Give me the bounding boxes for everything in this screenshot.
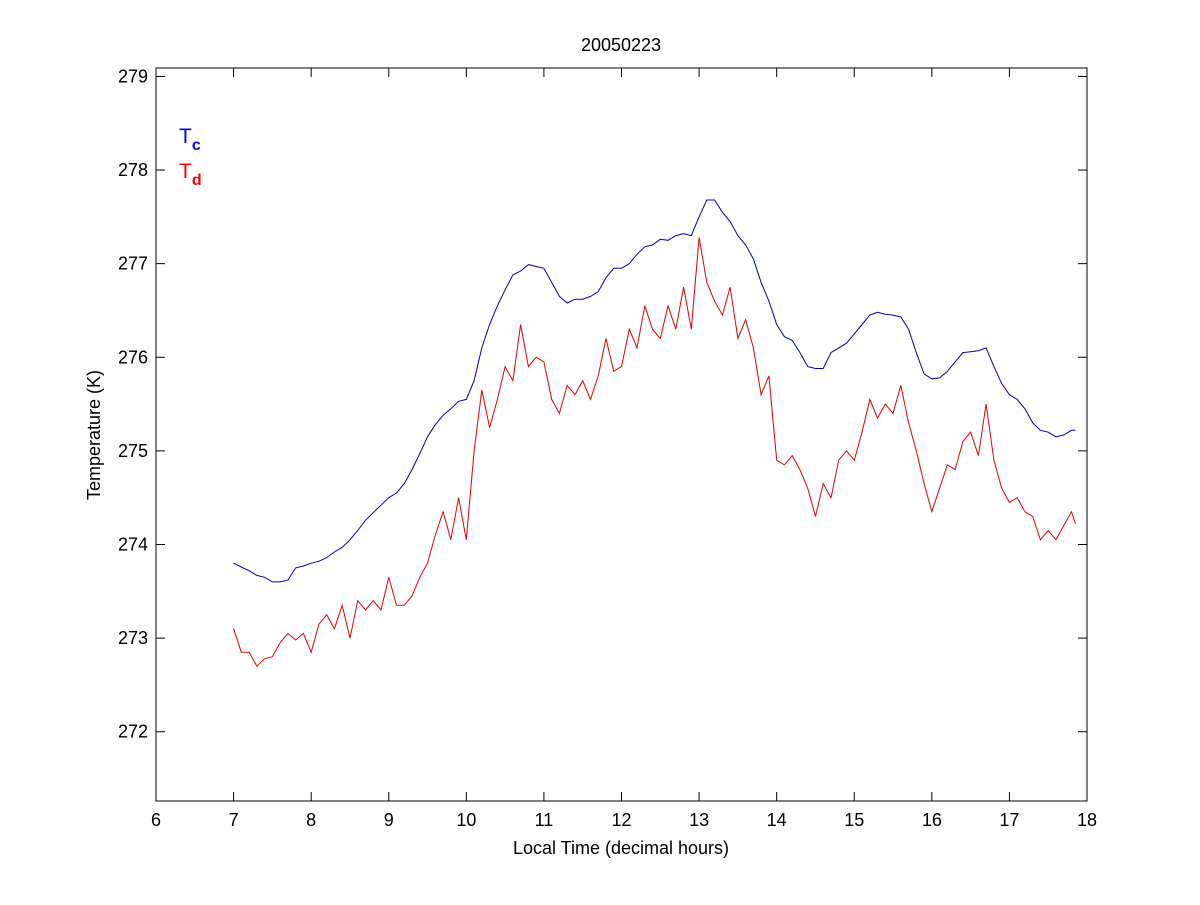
y-tick-label: 273 (118, 628, 148, 648)
series-line-Td (233, 237, 1076, 668)
axes-background (155, 67, 1088, 802)
x-tick-label: 7 (229, 810, 239, 830)
x-tick-label: 10 (456, 810, 476, 830)
x-tick-label: 17 (999, 810, 1019, 830)
y-tick-label: 277 (118, 254, 148, 274)
x-tick-label: 6 (151, 810, 161, 830)
y-axis-label: Temperature (K) (84, 370, 104, 500)
legend-entry-Tc: Tc (179, 125, 201, 154)
y-tick-label: 279 (118, 66, 148, 86)
x-tick-label: 14 (767, 810, 787, 830)
y-tick-label: 278 (118, 160, 148, 180)
x-tick-label: 15 (844, 810, 864, 830)
x-axis-label: Local Time (decimal hours) (513, 838, 729, 858)
legend: Tc Td (179, 125, 202, 189)
series-line-Tc (233, 199, 1076, 583)
y-tick-label: 274 (118, 534, 148, 554)
y-tick-label: 276 (118, 347, 148, 367)
x-tick-label: 12 (611, 810, 631, 830)
y-tick-label: 275 (118, 441, 148, 461)
x-tick-label: 18 (1077, 810, 1097, 830)
x-tick-label: 9 (384, 810, 394, 830)
chart-title: 20050223 (581, 35, 661, 55)
x-tick-label: 16 (922, 810, 942, 830)
y-tick-label: 272 (118, 722, 148, 742)
legend-entry-Td: Td (179, 160, 202, 189)
x-tick-label: 11 (535, 810, 554, 830)
x-tick-label: 13 (689, 810, 709, 830)
x-tick-label: 8 (306, 810, 316, 830)
